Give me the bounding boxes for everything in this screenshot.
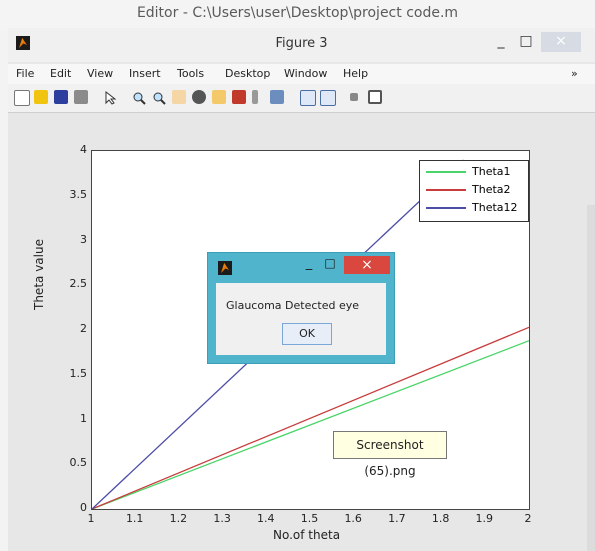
x-tick-label: 1: [87, 512, 95, 525]
x-tick-label: 1.9: [475, 512, 494, 525]
x-tick-label: 1.7: [388, 512, 406, 525]
dialog-body: Glaucoma Detected eye OK: [216, 283, 386, 355]
hide-plot-tools-icon[interactable]: [350, 93, 358, 101]
legend-label-theta1: Theta1: [472, 165, 511, 178]
legend-swatch-theta1: [426, 171, 466, 173]
editor-background-strip: [587, 205, 595, 551]
menu-tools[interactable]: Tools: [177, 67, 205, 80]
y-tick-label: 0.5: [69, 456, 88, 470]
link-plot-icon[interactable]: [270, 90, 284, 104]
show-plot-tools-icon[interactable]: [368, 90, 382, 104]
dialog-close-button[interactable]: ×: [344, 256, 390, 274]
y-tick-label: 0: [80, 501, 87, 514]
x-tick-label: 1.3: [213, 512, 231, 525]
dialog-title-bar: _ □ ×: [208, 253, 394, 279]
y-tick-label: 2.5: [69, 277, 88, 291]
menu-overflow-icon[interactable]: »: [571, 67, 578, 80]
colorbar-icon[interactable]: [300, 90, 316, 106]
x-tick-label: 1.8: [431, 512, 450, 525]
y-tick-label: 1: [80, 411, 87, 425]
dialog-minimize-button[interactable]: _: [305, 256, 313, 271]
open-file-icon[interactable]: [34, 90, 48, 104]
new-figure-icon[interactable]: [14, 90, 30, 106]
matlab-icon: [218, 261, 232, 275]
y-tick-label: 1.5: [69, 366, 88, 380]
y-tick-label: 2: [80, 322, 87, 335]
chart-legend[interactable]: Theta1 Theta2 Theta12: [419, 160, 529, 222]
ok-button[interactable]: OK: [282, 323, 332, 345]
x-tick-label: 1.5: [300, 512, 319, 525]
print-icon[interactable]: [74, 90, 88, 104]
editor-title-bar: Editor - C:\Users\user\Desktop\project c…: [0, 0, 595, 30]
menu-window[interactable]: Window: [284, 67, 328, 80]
dialog-message: Glaucoma Detected eye: [226, 299, 359, 312]
series-line-theta2: [91, 326, 530, 510]
x-tick-label: 1.4: [257, 512, 275, 525]
menu-desktop[interactable]: Desktop: [225, 67, 271, 80]
select-arrow-icon[interactable]: [104, 90, 118, 105]
menu-help[interactable]: Help: [343, 67, 369, 80]
legend-label-theta2: Theta2: [472, 183, 511, 196]
menu-bar: File Edit View Insert Tools Desktop Wind…: [8, 64, 595, 84]
legend-swatch-theta12: [426, 207, 466, 209]
save-icon[interactable]: [54, 90, 68, 104]
figure-title: Figure 3: [275, 36, 328, 51]
dialog-maximize-button[interactable]: □: [324, 256, 336, 270]
y-tick-label: 3: [80, 232, 87, 246]
zoom-in-icon[interactable]: [132, 90, 146, 105]
x-tick-label: 2: [524, 512, 532, 525]
x-axis-label: No.of theta: [273, 528, 341, 542]
minimize-button[interactable]: _: [497, 33, 505, 49]
rotate-3d-icon[interactable]: [192, 90, 206, 104]
x-tick-label: 1.6: [344, 512, 362, 525]
legend-swatch-theta2: [426, 189, 466, 191]
menu-file[interactable]: File: [16, 67, 35, 80]
figure-toolbar: [8, 84, 595, 113]
y-tick-label: 4: [80, 143, 87, 156]
menu-edit[interactable]: Edit: [50, 67, 72, 80]
data-cursor-icon[interactable]: [212, 90, 226, 104]
matlab-icon: [16, 36, 30, 50]
screenshot-tooltip: Screenshot (65).png: [333, 431, 447, 478]
menu-insert[interactable]: Insert: [129, 67, 161, 80]
legend-icon[interactable]: [320, 90, 336, 106]
legend-label-theta12: Theta12: [472, 201, 518, 214]
editor-title: Editor - C:\Users\user\Desktop\project c…: [136, 5, 459, 21]
y-tick-label: 3.5: [69, 187, 88, 201]
figure-title-bar: Figure 3 _ □ ×: [8, 28, 595, 62]
message-dialog: _ □ × Glaucoma Detected eye OK: [207, 252, 395, 364]
close-button[interactable]: ×: [541, 32, 581, 52]
zoom-out-icon[interactable]: [152, 90, 166, 105]
menu-view[interactable]: View: [87, 67, 114, 80]
brush-dropdown-icon[interactable]: [252, 90, 258, 104]
brush-icon[interactable]: [232, 90, 246, 104]
x-tick-label: 1.2: [169, 512, 188, 525]
pan-hand-icon[interactable]: [172, 90, 186, 104]
series-line-theta1: [91, 340, 530, 510]
y-axis-label: Theta value: [32, 239, 46, 310]
maximize-button[interactable]: □: [519, 33, 533, 49]
x-tick-label: 1.1: [125, 512, 144, 525]
